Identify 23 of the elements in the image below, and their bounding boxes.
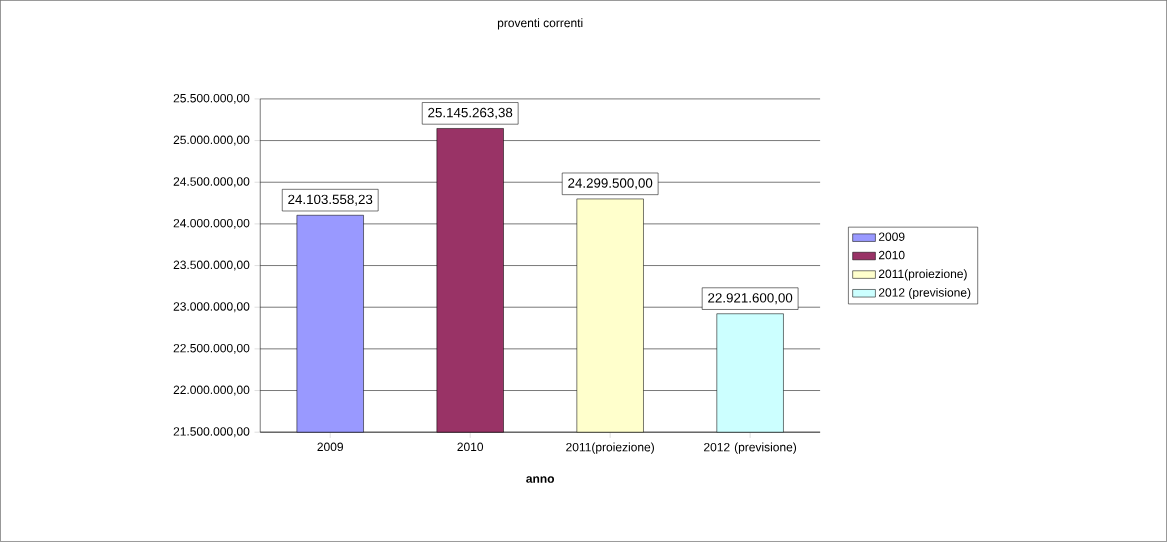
y-tick-label: 21.500.000,00 [173, 427, 250, 438]
x-axis-title: anno [526, 476, 555, 483]
chart-title: proventi correnti [497, 18, 583, 30]
y-tick-label: 25.000.000,00 [173, 135, 250, 146]
data-label: 24.299.500,00 [568, 178, 653, 190]
y-tick-label: 24.500.000,00 [173, 177, 250, 188]
y-tick-label: 23.000.000,00 [173, 302, 250, 313]
data-label: 25.145.263,38 [428, 107, 513, 119]
y-tick-label: 22.500.000,00 [173, 344, 250, 354]
y-tick-label: 24.000.000,00 [173, 219, 250, 229]
legend-label: 2010 [878, 250, 905, 260]
x-tick-label: 2012 (previsione) [704, 442, 797, 454]
data-label: 22.921.600,00 [708, 293, 793, 305]
x-tick-label: 2011(proiezione) [566, 442, 654, 454]
legend-label: 2009 [878, 232, 905, 242]
x-tick-label: 2010 [457, 442, 484, 452]
x-tick-label: 2009 [317, 442, 343, 452]
y-tick-label: 25.500.000,00 [173, 94, 250, 104]
y-tick-label: 23.500.000,00 [173, 260, 250, 271]
legend-label: 2012 (previsione) [878, 288, 971, 300]
y-tick-label: 22.000.000,00 [173, 385, 250, 396]
data-label: 24.103.558,23 [288, 194, 373, 206]
legend-label: 2011(proiezione) [878, 269, 967, 281]
